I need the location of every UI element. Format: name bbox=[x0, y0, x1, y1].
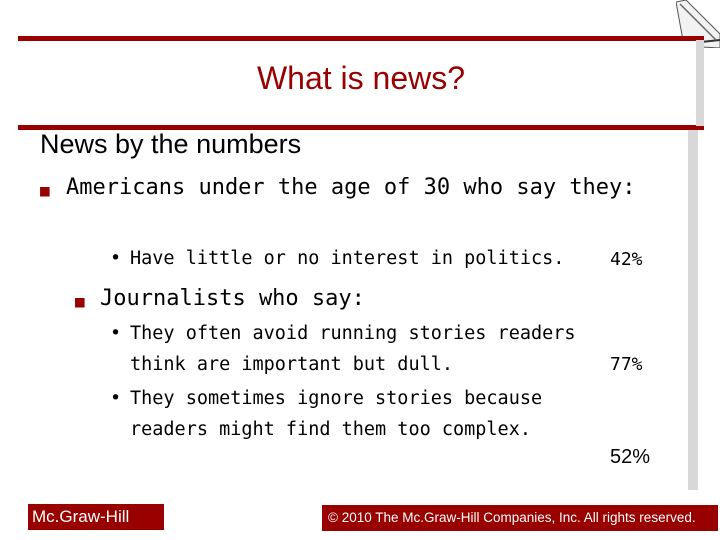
square-bullet-icon: ■ bbox=[75, 292, 85, 311]
square-bullet-icon: ■ bbox=[40, 181, 50, 200]
footer-copyright: © 2010 The Mc.Graw-Hill Companies, Inc. … bbox=[322, 505, 718, 531]
title-band bbox=[18, 36, 704, 130]
sub-bullet-text: They sometimes ignore stories because re… bbox=[130, 388, 543, 440]
content-shadow bbox=[688, 130, 698, 490]
bullet-text: Americans under the age of 30 who say th… bbox=[66, 175, 636, 200]
sub-bullet-text: They often avoid running stories readers… bbox=[130, 323, 576, 375]
slide-subtitle: News by the numbers bbox=[40, 129, 302, 159]
slide-title: What is news? bbox=[256, 60, 466, 96]
title-shadow bbox=[696, 40, 704, 126]
percent-value: 52% bbox=[610, 446, 651, 468]
footer-brand: Mc.Graw-Hill bbox=[28, 504, 164, 530]
dot-bullet-icon: • bbox=[110, 323, 122, 344]
bullet-text: Journalists who say: bbox=[100, 286, 365, 311]
dot-bullet-icon: • bbox=[110, 388, 122, 409]
sub-bullet-text: Have little or no interest in politics. bbox=[130, 248, 565, 269]
dot-bullet-icon: • bbox=[110, 248, 122, 269]
percent-value: 77% bbox=[610, 354, 643, 375]
percent-value: 42% bbox=[610, 249, 643, 270]
